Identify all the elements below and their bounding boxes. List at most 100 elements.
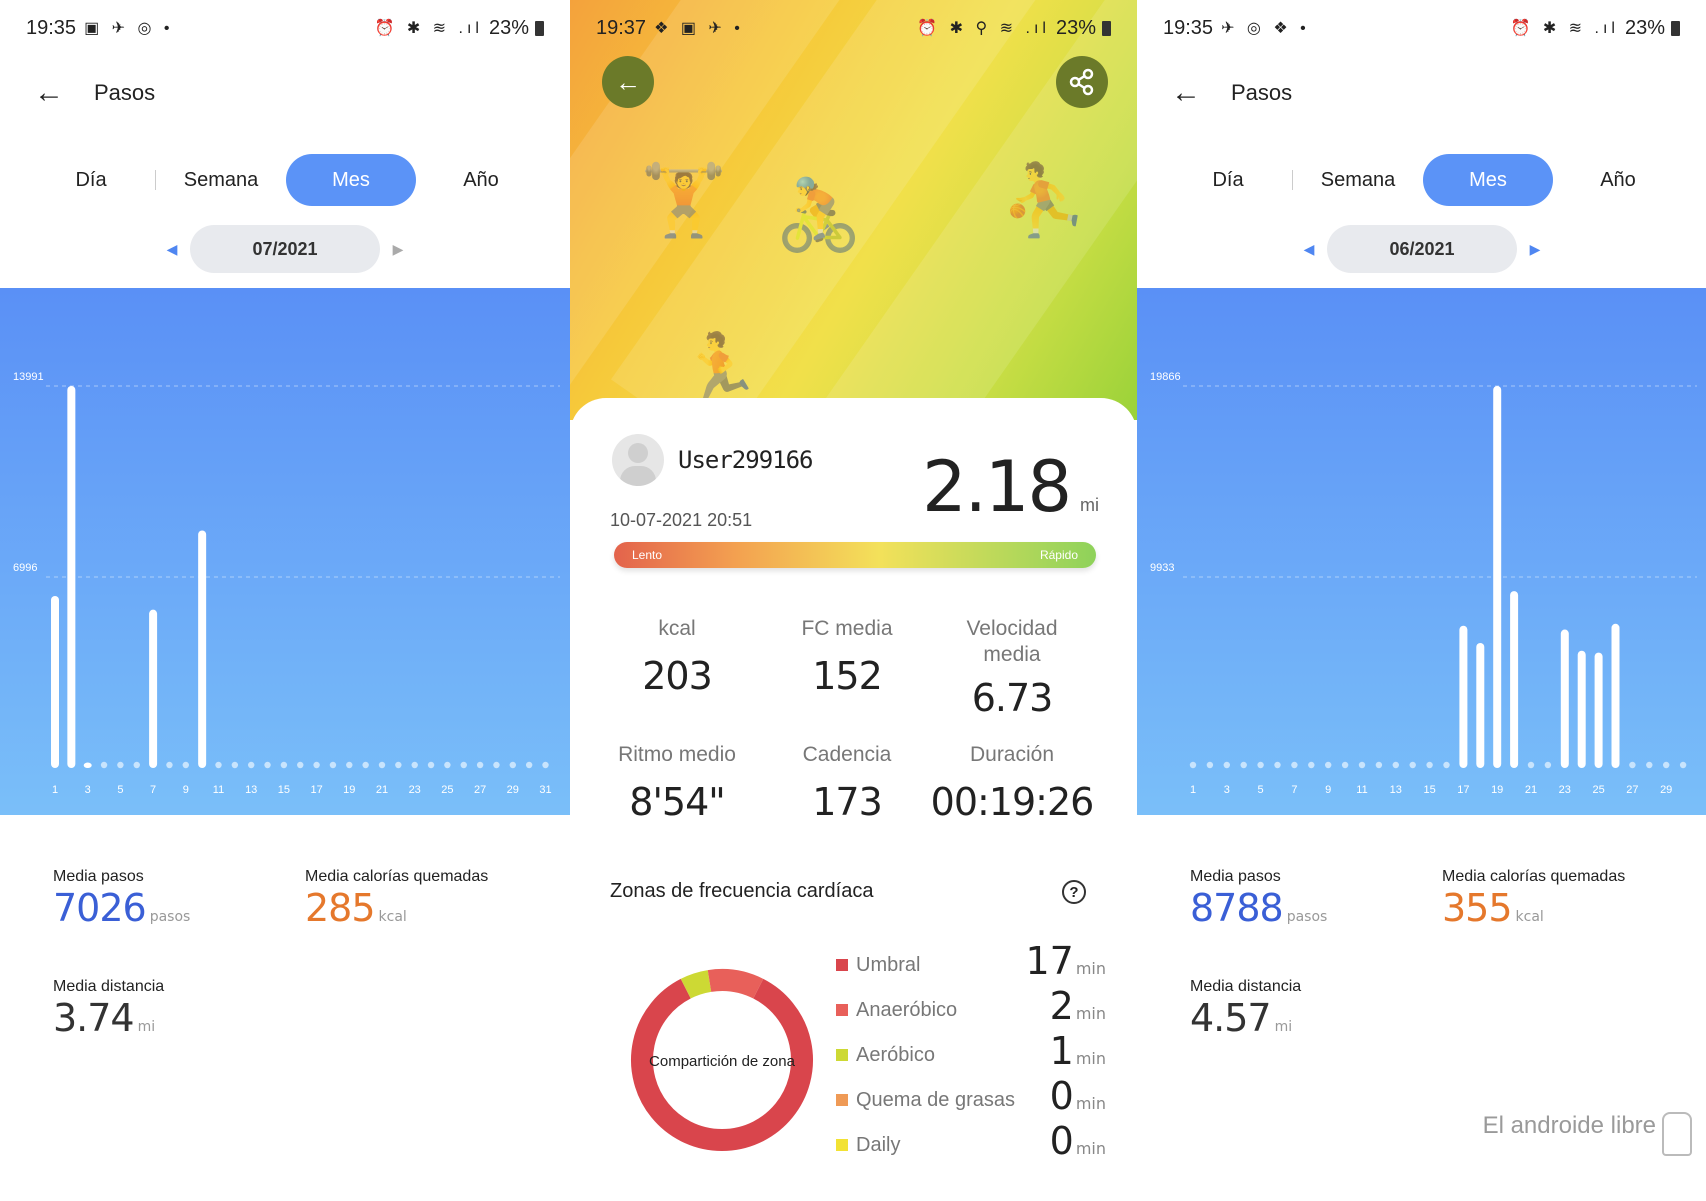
- bar: [1577, 650, 1586, 768]
- x-tick-label: 15: [278, 784, 290, 796]
- empty-day-dot: [395, 761, 402, 769]
- empty-day-dot: [1679, 761, 1687, 769]
- metric-label: Cadencia: [802, 743, 892, 766]
- next-period-icon[interactable]: ▶: [392, 240, 404, 257]
- tab-week[interactable]: Semana: [1320, 168, 1396, 191]
- battery-icon: [1102, 20, 1111, 36]
- tab-year[interactable]: Año: [1600, 168, 1636, 191]
- distance-unit: mi: [1080, 495, 1099, 515]
- x-tick-label: 11: [1356, 784, 1367, 796]
- tab-month[interactable]: Mes: [286, 154, 416, 206]
- avg-distance-value: 3.74: [53, 996, 135, 1040]
- tab-month[interactable]: Mes: [1423, 154, 1553, 206]
- x-tick-label: 11: [213, 784, 224, 796]
- empty-day-dot: [1206, 761, 1214, 769]
- notification-icons: ▣ ✈ ◎ •: [84, 20, 174, 37]
- back-arrow-icon[interactable]: ←: [34, 76, 64, 109]
- prev-period-icon[interactable]: ◀: [166, 240, 178, 257]
- x-tick-label: 29: [507, 784, 519, 796]
- empty-day-dot: [1274, 761, 1281, 769]
- zone-unit: min: [1075, 1139, 1106, 1158]
- back-arrow-icon[interactable]: ←: [1171, 76, 1201, 109]
- avg-steps-value: 7026: [53, 886, 147, 930]
- avg-steps-label: Media pasos: [1190, 868, 1281, 885]
- prev-period-icon[interactable]: ◀: [1303, 240, 1315, 257]
- app-header: ← Pasos: [34, 78, 155, 108]
- zone-unit: min: [1075, 1049, 1106, 1068]
- x-tick-label: 29: [1660, 784, 1672, 796]
- zone-value: 2: [1049, 984, 1074, 1028]
- bar: [149, 609, 158, 768]
- zone-row: Aeróbico 1 min: [836, 1032, 1106, 1070]
- metric-value: 00:19:26: [930, 780, 1095, 824]
- bar: [198, 530, 207, 768]
- y-tick-label: 6996: [13, 562, 37, 574]
- period-selector: ◀ 06/2021 ▶: [1297, 225, 1547, 273]
- avg-steps-stat: Media pasos 8788 pasos: [1190, 868, 1327, 939]
- zone-name: Umbral: [856, 953, 921, 976]
- help-icon[interactable]: ?: [1062, 880, 1086, 904]
- battery-level: 23%: [1624, 16, 1665, 39]
- system-icons: ⏰ ✱ ≋ .ıl: [374, 20, 483, 37]
- avg-distance-label: Media distancia: [1190, 978, 1302, 995]
- tab-week[interactable]: Semana: [183, 168, 259, 191]
- battery-icon: [535, 20, 544, 36]
- metric-value: 173: [812, 780, 883, 824]
- bar: [1510, 591, 1519, 768]
- x-tick-label: 19: [1491, 784, 1503, 796]
- hero-banner: 🏋 🚴 ⛹ 🏃 19:37 ❖ ▣ ✈ • ⏰ ✱ ⚲ ≋ .ıl 23% ←: [570, 0, 1137, 420]
- empty-day-dot: [1426, 761, 1433, 769]
- metric-value: 6.73: [971, 676, 1054, 720]
- android-logo-icon: [1662, 1112, 1692, 1156]
- tab-day[interactable]: Día: [26, 154, 156, 206]
- tab-day[interactable]: Día: [1163, 154, 1293, 206]
- empty-day-dot: [313, 761, 320, 769]
- bar: [1493, 386, 1502, 768]
- donut-segment: [631, 978, 813, 1151]
- x-tick-label: 23: [409, 784, 421, 796]
- avg-steps-label: Media pasos: [53, 868, 144, 885]
- avg-calories-value: 285: [305, 886, 376, 930]
- avg-calories-value: 355: [1442, 886, 1513, 930]
- zone-row: Umbral 17 min: [836, 942, 1106, 980]
- back-arrow-icon[interactable]: ←: [602, 56, 654, 108]
- zone-value: 0: [1049, 1119, 1074, 1163]
- notification-icons: ❖ ▣ ✈ •: [654, 20, 744, 37]
- period-label: 06/2021: [1327, 225, 1517, 273]
- metric-label: FC media: [801, 617, 893, 640]
- empty-day-dot: [1308, 761, 1315, 769]
- period-tabs: Día Semana Mes Año: [26, 154, 546, 206]
- empty-day-dot: [1646, 761, 1653, 769]
- battery-icon: [1671, 20, 1680, 36]
- metric-value: 8'54": [629, 780, 725, 824]
- empty-day-dot: [525, 761, 533, 769]
- y-tick-label: 9933: [1150, 562, 1174, 574]
- pace-bar: Lento Rápido: [614, 542, 1096, 568]
- empty-day-dot: [509, 761, 516, 769]
- y-tick-label: 13991: [13, 371, 44, 383]
- x-tick-label: 1: [52, 784, 58, 796]
- battery-level: 23%: [1055, 16, 1096, 39]
- donut-segment: [680, 970, 712, 999]
- zone-swatch: [836, 1049, 848, 1061]
- tab-year[interactable]: Año: [463, 168, 499, 191]
- x-tick-label: 27: [1626, 784, 1638, 796]
- bar: [1476, 643, 1485, 768]
- empty-day-dot: [493, 761, 500, 769]
- empty-day-dot: [1189, 761, 1197, 769]
- system-icons: ⏰ ✱ ≋ .ıl: [1510, 20, 1619, 37]
- x-tick-label: 5: [117, 784, 123, 796]
- empty-day-dot: [133, 761, 140, 769]
- empty-day-dot: [182, 761, 189, 769]
- period-tabs: Día Semana Mes Año: [1163, 154, 1683, 206]
- empty-day-dot: [427, 761, 435, 769]
- avg-steps-unit: pasos: [149, 909, 191, 925]
- next-period-icon[interactable]: ▶: [1529, 240, 1541, 257]
- weightlifting-icon: 🏋: [640, 161, 728, 239]
- share-icon[interactable]: [1056, 56, 1108, 108]
- x-tick-label: 3: [1224, 784, 1230, 796]
- metric-label: Ritmo medio: [618, 743, 736, 766]
- empty-day-dot: [362, 761, 369, 769]
- avg-distance-value: 4.57: [1190, 996, 1272, 1040]
